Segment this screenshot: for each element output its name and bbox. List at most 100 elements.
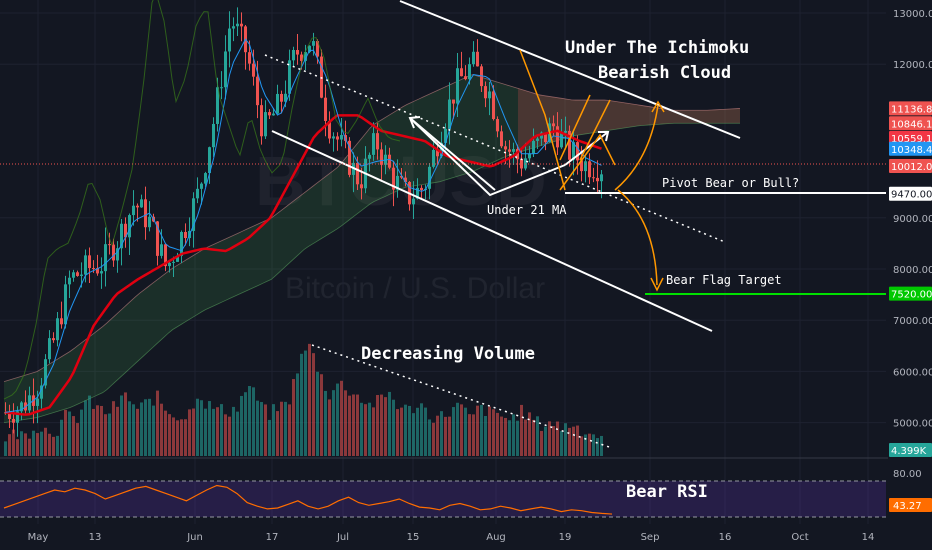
candle-body xyxy=(476,51,479,67)
volume-bar xyxy=(296,373,299,456)
volume-bar xyxy=(80,409,83,456)
candle-body xyxy=(44,359,47,386)
rsi-current-label: 43.27 xyxy=(893,501,922,512)
volume-bar xyxy=(312,353,315,456)
volume-bar xyxy=(56,435,59,456)
orange-up-arrow-head xyxy=(651,100,665,113)
volume-trendline xyxy=(311,344,613,449)
volume-bar xyxy=(520,404,523,456)
orange-flag-3 xyxy=(559,133,616,191)
time-tick-label: 19 xyxy=(559,532,572,543)
bear-flag-label: Bear Flag Target xyxy=(666,273,782,287)
candle-body xyxy=(228,28,231,52)
price-tag-label: 10846.18 xyxy=(891,119,932,130)
price-tag-label: 11136.81 xyxy=(891,104,932,115)
candle-body xyxy=(64,284,67,325)
volume-bar xyxy=(196,398,199,456)
volume-bar xyxy=(208,401,211,456)
candle-body xyxy=(136,205,139,208)
volume-bar xyxy=(496,412,499,456)
volume-bar xyxy=(432,422,435,456)
volume-bar xyxy=(336,383,339,456)
volume-bar xyxy=(88,395,91,456)
candle-body xyxy=(472,51,475,65)
candle-body xyxy=(224,51,227,88)
volume-bar xyxy=(524,419,527,456)
candle-body xyxy=(336,136,339,140)
volume-bar xyxy=(404,404,407,456)
orange-flag-2 xyxy=(579,99,611,161)
candle-body xyxy=(356,162,359,185)
candle-body xyxy=(248,52,251,64)
volume-bar xyxy=(420,403,423,456)
volume-bar xyxy=(104,414,107,456)
candle-body xyxy=(128,215,131,238)
volume-bar xyxy=(164,410,167,456)
volume-bar xyxy=(224,414,227,456)
candle-body xyxy=(516,149,519,160)
time-axis[interactable] xyxy=(0,524,932,550)
price-pane[interactable] xyxy=(0,0,888,458)
volume-bar xyxy=(252,387,255,456)
candle-body xyxy=(108,244,111,246)
volume-bar xyxy=(160,403,163,456)
candle-body xyxy=(308,45,311,53)
candle-body xyxy=(348,140,351,175)
cloud-title-line1: Under The Ichimoku xyxy=(565,38,749,58)
volume-bar xyxy=(268,419,271,456)
rsi-label: Bear RSI xyxy=(626,482,708,502)
volume-bar xyxy=(408,405,411,456)
candle-body xyxy=(104,244,107,272)
candle-body xyxy=(240,23,243,27)
price-axis[interactable] xyxy=(888,0,932,524)
price-tag-label: 7520.00 xyxy=(891,290,932,301)
price-tags: 11136.81 10846.18 10559.1110348.49 10012.06… xyxy=(889,101,932,301)
candle-body xyxy=(272,113,275,116)
volume-bar xyxy=(396,409,399,456)
candle-body xyxy=(460,68,463,77)
candle-body xyxy=(588,161,591,178)
volume-bar xyxy=(580,436,583,456)
price-tag xyxy=(889,186,932,201)
price-tick-label: 9000.00 xyxy=(893,214,932,225)
candle-body xyxy=(444,128,447,143)
candle-body xyxy=(120,223,123,249)
volume-bar xyxy=(368,402,371,456)
rsi-line xyxy=(3,484,613,515)
volume-bar xyxy=(516,420,519,456)
volume-bar xyxy=(328,399,331,456)
volume-bar xyxy=(476,405,479,456)
orange-flag-pole xyxy=(519,49,566,191)
candle-body xyxy=(168,262,171,267)
candle-body xyxy=(508,149,511,152)
candle-body xyxy=(236,23,239,27)
candle-body xyxy=(392,167,395,190)
volume-bar xyxy=(452,407,455,456)
candle-body xyxy=(252,63,255,77)
volume-bar xyxy=(340,380,343,456)
time-tick-label: Oct xyxy=(791,532,808,543)
candle-body xyxy=(92,268,95,270)
candle-body xyxy=(496,119,499,132)
orange-down-arrow-curve xyxy=(617,189,658,286)
price-tick-label: 8000.00 xyxy=(893,265,932,276)
volume-bar xyxy=(24,433,27,456)
volume-bar xyxy=(76,423,79,456)
lagging-span xyxy=(3,0,401,400)
volume-bar xyxy=(484,415,487,456)
candle-body xyxy=(8,412,11,419)
volume-bar xyxy=(392,399,395,456)
volume-bar xyxy=(248,386,251,456)
volume-bar xyxy=(584,434,587,456)
white-arrow-left-head xyxy=(408,116,421,129)
candle-body xyxy=(72,272,75,278)
volume-bar xyxy=(44,427,47,456)
candle-body xyxy=(320,56,323,98)
white-arrow-left xyxy=(409,117,496,191)
candle-body xyxy=(176,255,179,262)
candle-body xyxy=(172,261,175,263)
rsi-path xyxy=(3,484,613,515)
rsi-pane[interactable] xyxy=(0,458,888,524)
price-tag xyxy=(889,158,932,173)
